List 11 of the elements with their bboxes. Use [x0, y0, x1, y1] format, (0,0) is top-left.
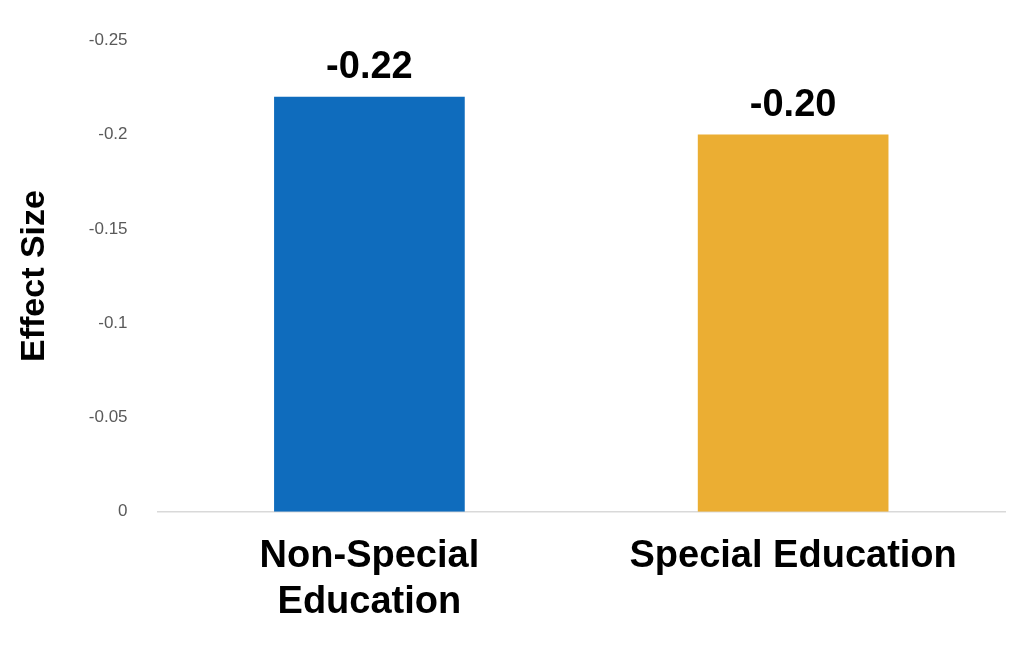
y-tick-label: 0	[118, 501, 128, 521]
y-tick-label: -0.15	[88, 218, 128, 238]
y-axis-title: Effect Size	[12, 190, 51, 362]
x-tick-label: Special Education	[629, 533, 957, 576]
data-label: -0.22	[326, 44, 413, 87]
y-tick-label: -0.25	[88, 29, 128, 49]
x-tick-label: Non-Special Education	[259, 533, 480, 621]
data-label: -0.20	[749, 82, 837, 124]
y-tick-label: -0.1	[98, 312, 128, 332]
y-tick-label: -0.05	[88, 407, 128, 427]
y-tick-label: -0.2	[98, 124, 128, 144]
